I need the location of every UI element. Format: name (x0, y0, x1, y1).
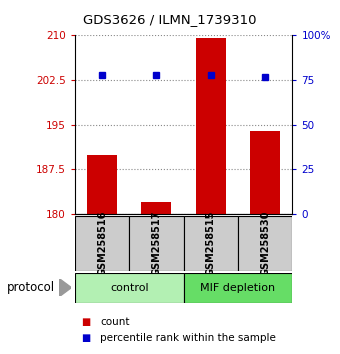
Text: protocol: protocol (7, 281, 55, 294)
Bar (250, 131, 280, 214)
Bar (75, 273, 184, 303)
Bar (75, 216, 129, 271)
Text: GSM258516: GSM258516 (97, 211, 107, 276)
Text: count: count (100, 317, 130, 327)
Bar (87, 155, 117, 214)
Bar (184, 216, 238, 271)
Text: GSM258515: GSM258515 (206, 211, 216, 276)
Bar (129, 216, 184, 271)
Text: GSM258517: GSM258517 (151, 211, 162, 276)
Text: ■: ■ (82, 317, 91, 327)
Bar (238, 216, 292, 271)
Text: MIF depletion: MIF depletion (201, 282, 275, 293)
Text: ■: ■ (82, 333, 91, 343)
Polygon shape (59, 279, 71, 297)
Bar (184, 273, 292, 303)
Text: GSM258530: GSM258530 (260, 211, 270, 276)
Text: GDS3626 / ILMN_1739310: GDS3626 / ILMN_1739310 (83, 13, 257, 26)
Bar (196, 38, 226, 214)
Text: percentile rank within the sample: percentile rank within the sample (100, 333, 276, 343)
Text: control: control (110, 282, 149, 293)
Bar (141, 202, 171, 214)
